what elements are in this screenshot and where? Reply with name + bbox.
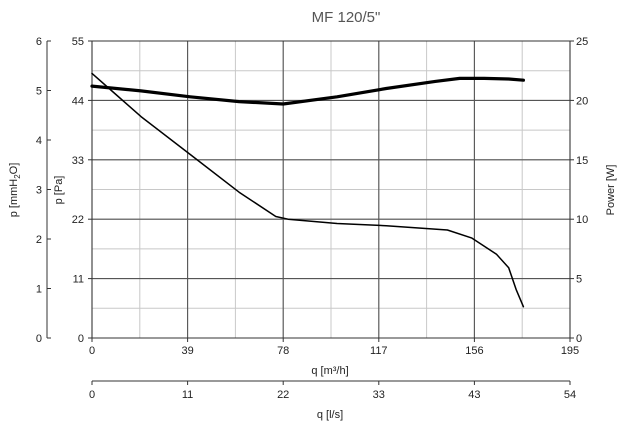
y-tick-label-pa: 0: [78, 333, 84, 345]
y-tick-label-mmh2o: 4: [36, 135, 42, 147]
y-tick-label-mmh2o: 2: [36, 234, 42, 246]
x-tick-label-m3h: 117: [370, 345, 388, 357]
x-axis-label-m3h: q [m³/h]: [311, 365, 348, 377]
x-tick-label-m3h: 156: [465, 345, 483, 357]
y-axis-label-mmh2o: p [mmH2O]: [8, 163, 22, 218]
data-series: [92, 73, 523, 306]
y-axis-label-mmh2o-end: O]: [8, 163, 20, 175]
x-tick-label-ls: 22: [277, 389, 289, 401]
y-tick-label-power: 10: [576, 214, 588, 226]
chart-title: MF 120/5": [312, 9, 381, 26]
x-tick-label-ls: 33: [373, 389, 385, 401]
y-tick-label-power: 20: [576, 95, 588, 107]
y-tick-label-mmh2o: 5: [36, 86, 42, 98]
y-tick-label-power: 0: [576, 333, 582, 345]
y-tick-label-mmh2o: 3: [36, 185, 42, 197]
y-axis-label-power: Power [W]: [605, 165, 617, 216]
x-tick-label-m3h: 195: [561, 345, 579, 357]
grid-lines: [92, 41, 570, 338]
y-tick-label-mmh2o: 6: [36, 36, 42, 48]
x-tick-label-m3h: 78: [277, 345, 289, 357]
y-tick-label-pa: 11: [73, 274, 84, 286]
y-axis-label-mmh2o-start: p [mmH: [8, 179, 20, 218]
axes: [47, 41, 574, 385]
y-axis-label-pa: p [Pa]: [53, 176, 65, 205]
y-tick-label-pa: 55: [72, 36, 84, 48]
x-tick-label-ls: 11: [182, 389, 193, 401]
x-tick-label-m3h: 39: [181, 345, 193, 357]
x-tick-label-m3h: 0: [89, 345, 95, 357]
y-tick-label-pa: 22: [72, 214, 84, 226]
x-axis-label-ls: q [l/s]: [317, 409, 343, 421]
y-tick-label-mmh2o: 1: [36, 284, 42, 296]
pressure-curve: [92, 73, 523, 306]
x-tick-label-ls: 43: [468, 389, 480, 401]
y-tick-label-pa: 33: [72, 155, 84, 167]
x-tick-label-ls: 0: [89, 389, 95, 401]
y-tick-label-power: 15: [576, 155, 588, 167]
x-tick-label-ls: 54: [564, 389, 576, 401]
y-tick-label-power: 5: [576, 274, 582, 286]
y-tick-label-pa: 44: [72, 95, 84, 107]
y-tick-label-power: 25: [576, 36, 588, 48]
y-tick-label-mmh2o: 0: [36, 333, 42, 345]
